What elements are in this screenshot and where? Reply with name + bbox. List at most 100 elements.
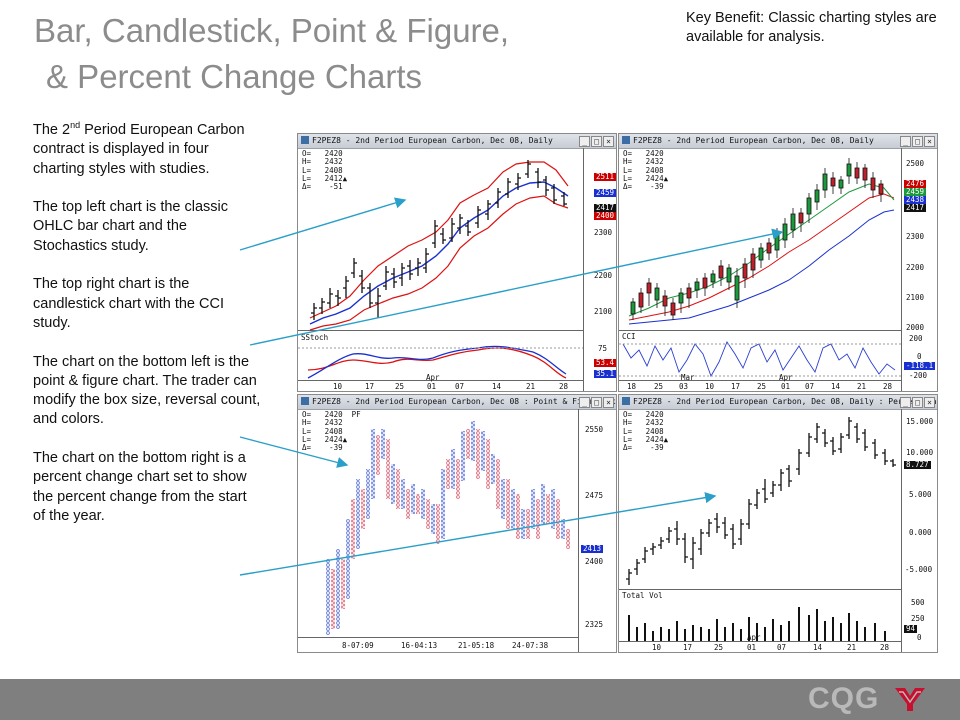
- close-button[interactable]: ×: [603, 397, 614, 408]
- bar-month-label: Apr: [426, 373, 440, 382]
- percent-bar-ohlc-readout: O= 2420 H= 2432 L= 2408 L= 2424▲ Δ= -39: [623, 410, 669, 453]
- window-buttons: _ □ ×: [578, 136, 614, 147]
- x-tick: 8-07:09: [342, 641, 374, 650]
- candle-price-tag: 2459: [904, 187, 927, 196]
- x-tick: 25: [757, 382, 767, 391]
- candlestick-titlebar[interactable]: F2PEZ8 - 2nd Period European Carbon, Dec…: [619, 134, 937, 149]
- x-tick: 25: [395, 382, 405, 391]
- percent-bar-chart-window[interactable]: F2PEZ8 - 2nd Period European Carbon, Dec…: [618, 394, 938, 653]
- x-tick: 14: [831, 382, 841, 391]
- close-button[interactable]: ×: [603, 136, 614, 147]
- bar-chart-ohlc-readout: O= 2420 H= 2432 L= 2408 L= 2412▲ Δ= -51: [302, 149, 348, 192]
- point-figure-plot[interactable]: [298, 409, 616, 652]
- minimize-button[interactable]: _: [900, 136, 911, 147]
- percent-month-label: Apr: [747, 633, 761, 642]
- candlestick-chart-window[interactable]: F2PEZ8 - 2nd Period European Carbon, Dec…: [618, 133, 938, 392]
- x-tick: 28: [880, 643, 890, 652]
- maximize-button[interactable]: □: [591, 136, 602, 147]
- minimize-button[interactable]: _: [579, 136, 590, 147]
- x-tick: 18: [627, 382, 637, 391]
- bar-chart-title: F2PEZ8 - 2nd Period European Carbon, Dec…: [312, 136, 553, 145]
- x-tick: 28: [883, 382, 893, 391]
- window-buttons: _ □ ×: [578, 397, 614, 408]
- price-tag-lower: 2400: [594, 211, 616, 220]
- candle-y-tick: 2500: [906, 159, 925, 168]
- chart-app-icon: [622, 397, 630, 405]
- point-figure-title: F2PEZ8 - 2nd Period European Carbon, Dec…: [312, 397, 616, 406]
- percent-y-tick: 15.000: [906, 417, 934, 426]
- stoch-tag-red: 53.4: [594, 358, 616, 367]
- x-tick: 21: [526, 382, 536, 391]
- x-tick: 16-04:13: [401, 641, 438, 650]
- x-tick: 07: [805, 382, 815, 391]
- x-tick: 07: [777, 643, 787, 652]
- cci-tag: -118.1: [904, 361, 936, 370]
- candle-y-tick: 2000: [906, 323, 925, 332]
- pf-x-axis: 8-07:09 16-04:13 21-05:18 24-07:38: [298, 641, 583, 651]
- cci-label: CCI: [622, 332, 636, 341]
- volume-tag: 94: [904, 624, 918, 633]
- point-figure-titlebar[interactable]: F2PEZ8 - 2nd Period European Carbon, Dec…: [298, 395, 616, 410]
- footer-bar: CQG: [0, 679, 960, 720]
- x-tick: 10: [333, 382, 343, 391]
- x-tick: 03: [679, 382, 689, 391]
- x-tick: 14: [492, 382, 502, 391]
- maximize-button[interactable]: □: [912, 397, 923, 408]
- bar-chart-plot[interactable]: [298, 148, 616, 391]
- minimize-button[interactable]: _: [579, 397, 590, 408]
- percent-price-tag: 8.727: [904, 460, 931, 469]
- description-paragraph-4: The chart on the bottom left is the poin…: [33, 353, 261, 428]
- percent-y-tick: 0.000: [909, 528, 932, 537]
- close-button[interactable]: ×: [924, 136, 935, 147]
- minimize-button[interactable]: _: [900, 397, 911, 408]
- bar-y-tick-2200: 2200: [594, 271, 613, 280]
- percent-y-tick: -5.000: [905, 565, 933, 574]
- window-buttons: _ □ ×: [899, 136, 935, 147]
- price-tag-last: 2417: [594, 203, 616, 212]
- stoch-tag-blue: 35.1: [594, 369, 616, 378]
- description-paragraph-5: The chart on the bottom right is a perce…: [33, 450, 247, 524]
- close-button[interactable]: ×: [924, 397, 935, 408]
- point-figure-chart-window[interactable]: F2PEZ8 - 2nd Period European Carbon, Dec…: [297, 394, 617, 653]
- cci-tick: 200: [909, 334, 923, 343]
- x-tick: 10: [705, 382, 715, 391]
- x-tick: 10: [652, 643, 662, 652]
- percent-y-tick: 5.000: [909, 490, 932, 499]
- maximize-button[interactable]: □: [591, 397, 602, 408]
- candle-month-label: Apr: [779, 373, 793, 382]
- x-tick: 21: [857, 382, 867, 391]
- x-tick: 01: [427, 382, 437, 391]
- pf-y-tick: 2325: [585, 620, 604, 629]
- bar-chart-window[interactable]: F2PEZ8 - 2nd Period European Carbon, Dec…: [297, 133, 617, 392]
- para1-pre: The 2: [33, 122, 71, 138]
- description-paragraph-2: The top left chart is the classic OHLC b…: [33, 199, 229, 254]
- candle-y-tick: 2300: [906, 232, 925, 241]
- percent-bar-title: F2PEZ8 - 2nd Period European Carbon, Dec…: [633, 397, 937, 406]
- cci-tick: 0: [917, 352, 922, 361]
- description-paragraph-3: The top right chart is the candlestick c…: [33, 276, 224, 331]
- pf-price-tag: 2413: [581, 544, 604, 553]
- candle-y-tick: 2200: [906, 263, 925, 272]
- volume-tick: 250: [911, 614, 925, 623]
- x-tick: 14: [813, 643, 823, 652]
- cqg-logo-icon: [895, 688, 925, 711]
- percent-y-tick: 10.000: [906, 448, 934, 457]
- chart-app-icon: [301, 136, 309, 144]
- bar-y-tick-2100: 2100: [594, 307, 613, 316]
- percent-bar-titlebar[interactable]: F2PEZ8 - 2nd Period European Carbon, Dec…: [619, 395, 937, 410]
- x-tick: 28: [559, 382, 569, 391]
- maximize-button[interactable]: □: [912, 136, 923, 147]
- x-tick: 17: [365, 382, 375, 391]
- pf-y-tick: 2550: [585, 425, 604, 434]
- slide-title-line2: & Percent Change Charts: [46, 58, 423, 95]
- cqg-logo-text: CQG: [808, 682, 880, 715]
- x-tick: 01: [747, 643, 757, 652]
- slide-title-line1: Bar, Candlestick, Point & Figure,: [34, 12, 510, 49]
- bar-chart-titlebar[interactable]: F2PEZ8 - 2nd Period European Carbon, Dec…: [298, 134, 616, 149]
- percent-bar-plot[interactable]: [619, 409, 937, 652]
- candlestick-plot[interactable]: [619, 148, 937, 391]
- price-tag-upper: 2511: [594, 172, 616, 181]
- cci-tick: -200: [909, 371, 928, 380]
- x-tick: 17: [683, 643, 693, 652]
- volume-tick: 0: [917, 633, 922, 642]
